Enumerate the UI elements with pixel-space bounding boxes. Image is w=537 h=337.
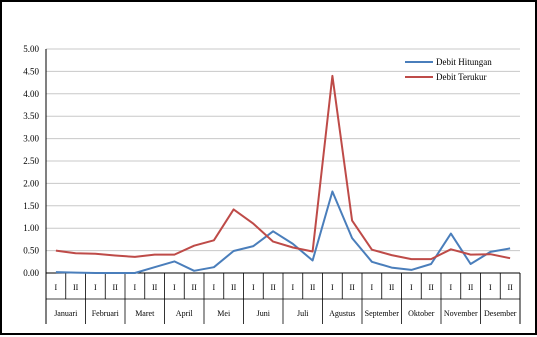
month-label: Maret <box>135 309 155 318</box>
period-label: II <box>310 283 316 292</box>
series-lines <box>55 74 511 274</box>
y-tick-label: 0.50 <box>23 246 39 256</box>
y-tick-label: 0.00 <box>23 268 39 278</box>
period-label: II <box>191 283 197 292</box>
y-tick-label: 2.00 <box>23 178 39 188</box>
period-label: I <box>410 283 413 292</box>
series-line-debit-hitungan <box>55 190 511 274</box>
month-label: Agustus <box>329 309 355 318</box>
period-label: I <box>55 283 58 292</box>
y-tick-label: 1.00 <box>23 223 39 233</box>
y-tick-label: 4.50 <box>23 66 39 76</box>
month-label: April <box>176 309 194 318</box>
y-tick-label: 3.50 <box>23 111 39 121</box>
period-label: I <box>94 283 97 292</box>
period-label: II <box>152 283 158 292</box>
month-label: November <box>444 309 478 318</box>
period-label: I <box>173 283 176 292</box>
month-label: Februari <box>92 309 120 318</box>
period-label: I <box>134 283 137 292</box>
legend-label: Debit Terukur <box>436 72 486 82</box>
month-label: September <box>365 309 400 318</box>
y-tick-label: 1.50 <box>23 201 39 211</box>
period-label: II <box>428 283 434 292</box>
period-label: I <box>252 283 255 292</box>
gridlines <box>46 48 520 274</box>
month-label: Juli <box>297 309 309 318</box>
period-label: II <box>73 283 79 292</box>
month-label: Mei <box>217 309 231 318</box>
period-label: II <box>349 283 355 292</box>
period-label: I <box>371 283 374 292</box>
y-axis: 0.00 0.50 1.00 1.50 2.00 2.50 3.00 3.50 4.00 4.50… <box>23 44 39 278</box>
period-label: I <box>213 283 216 292</box>
period-label: II <box>468 283 474 292</box>
month-label: Oktober <box>408 309 435 318</box>
period-label: II <box>112 283 118 292</box>
period-label: II <box>270 283 276 292</box>
series-line-debit-terukur <box>55 74 511 261</box>
period-label: I <box>292 283 295 292</box>
month-label: Desember <box>484 309 517 318</box>
month-label: Juni <box>257 309 271 318</box>
period-label: I <box>450 283 453 292</box>
y-tick-label: 4.00 <box>23 89 39 99</box>
period-label: II <box>389 283 395 292</box>
month-label: Januari <box>54 309 78 318</box>
y-tick-label: 2.50 <box>23 156 39 166</box>
legend-label: Debit Hitungan <box>436 57 492 67</box>
x-axis: I II I II I II I II I II I II I II I II I II I II I II I IIJanu… <box>45 49 521 324</box>
period-label: I <box>489 283 492 292</box>
period-label: II <box>507 283 513 292</box>
legend: Debit Hitungan Debit Terukur <box>405 57 492 82</box>
period-label: I <box>331 283 334 292</box>
y-tick-label: 3.00 <box>23 134 39 144</box>
period-label: II <box>231 283 237 292</box>
y-tick-label: 5.00 <box>23 44 39 54</box>
